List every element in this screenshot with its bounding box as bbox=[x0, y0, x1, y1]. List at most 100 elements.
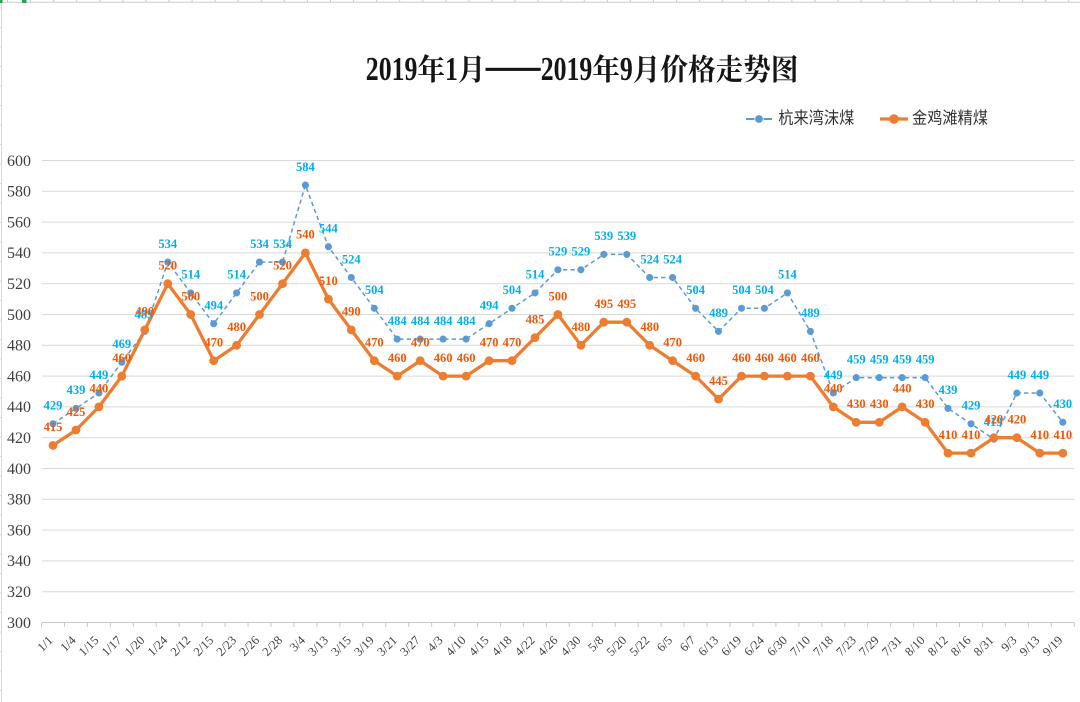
svg-text:484: 484 bbox=[411, 314, 431, 328]
svg-text:484: 484 bbox=[388, 314, 408, 328]
svg-text:460: 460 bbox=[686, 351, 705, 365]
svg-text:439: 439 bbox=[939, 383, 958, 397]
svg-text:480: 480 bbox=[572, 320, 591, 334]
svg-text:529: 529 bbox=[549, 245, 568, 259]
svg-text:584: 584 bbox=[296, 160, 316, 174]
svg-text:524: 524 bbox=[640, 252, 660, 266]
svg-text:490: 490 bbox=[342, 305, 361, 319]
svg-text:9: 9 bbox=[620, 50, 633, 88]
svg-text:459: 459 bbox=[893, 352, 912, 366]
svg-text:485: 485 bbox=[526, 312, 545, 326]
svg-text:514: 514 bbox=[526, 268, 546, 282]
svg-text:449: 449 bbox=[1030, 368, 1049, 382]
svg-text:524: 524 bbox=[663, 252, 683, 266]
svg-text:494: 494 bbox=[480, 299, 500, 313]
svg-text:420: 420 bbox=[985, 413, 1004, 427]
svg-text:504: 504 bbox=[686, 283, 706, 297]
svg-text:410: 410 bbox=[1030, 428, 1049, 442]
svg-text:430: 430 bbox=[870, 397, 889, 411]
svg-text:470: 470 bbox=[365, 336, 384, 350]
svg-text:410: 410 bbox=[1053, 428, 1072, 442]
svg-text:470: 470 bbox=[411, 336, 430, 350]
svg-text:494: 494 bbox=[204, 299, 224, 313]
svg-text:524: 524 bbox=[342, 252, 362, 266]
svg-text:504: 504 bbox=[365, 283, 385, 297]
svg-text:480: 480 bbox=[227, 320, 246, 334]
svg-text:449: 449 bbox=[1008, 368, 1027, 382]
svg-text:459: 459 bbox=[847, 352, 866, 366]
svg-text:500: 500 bbox=[181, 289, 200, 303]
svg-text:460: 460 bbox=[732, 351, 751, 365]
svg-text:580: 580 bbox=[7, 184, 31, 201]
svg-text:460: 460 bbox=[112, 351, 131, 365]
svg-text:449: 449 bbox=[824, 368, 843, 382]
svg-text:2019: 2019 bbox=[366, 50, 418, 88]
svg-text:440: 440 bbox=[893, 382, 912, 396]
svg-text:510: 510 bbox=[319, 274, 338, 288]
svg-text:560: 560 bbox=[7, 214, 31, 231]
svg-text:500: 500 bbox=[250, 289, 269, 303]
svg-text:430: 430 bbox=[1053, 397, 1072, 411]
svg-text:460: 460 bbox=[755, 351, 774, 365]
svg-text:489: 489 bbox=[801, 306, 820, 320]
svg-text:534: 534 bbox=[158, 237, 178, 251]
svg-text:544: 544 bbox=[319, 222, 339, 236]
svg-text:410: 410 bbox=[962, 428, 981, 442]
svg-text:514: 514 bbox=[181, 268, 201, 282]
svg-text:380: 380 bbox=[7, 492, 31, 509]
svg-text:529: 529 bbox=[572, 245, 591, 259]
svg-text:459: 459 bbox=[916, 352, 935, 366]
svg-text:540: 540 bbox=[296, 228, 315, 242]
svg-text:460: 460 bbox=[7, 368, 31, 385]
svg-text:440: 440 bbox=[824, 382, 843, 396]
svg-text:514: 514 bbox=[227, 268, 247, 282]
svg-text:534: 534 bbox=[273, 237, 293, 251]
svg-text:460: 460 bbox=[457, 351, 476, 365]
svg-text:539: 539 bbox=[617, 229, 636, 243]
svg-text:460: 460 bbox=[388, 351, 407, 365]
svg-text:514: 514 bbox=[778, 268, 798, 282]
svg-text:2019: 2019 bbox=[541, 50, 593, 88]
svg-text:429: 429 bbox=[962, 399, 981, 413]
svg-text:460: 460 bbox=[801, 351, 820, 365]
svg-text:484: 484 bbox=[434, 314, 454, 328]
svg-text:469: 469 bbox=[112, 337, 131, 351]
svg-text:480: 480 bbox=[7, 338, 31, 355]
svg-text:440: 440 bbox=[7, 399, 31, 416]
svg-text:489: 489 bbox=[135, 307, 154, 321]
svg-text:1: 1 bbox=[445, 50, 458, 88]
svg-text:439: 439 bbox=[67, 383, 86, 397]
svg-text:445: 445 bbox=[709, 374, 728, 388]
svg-text:300: 300 bbox=[7, 615, 31, 632]
svg-text:520: 520 bbox=[7, 276, 31, 293]
svg-text:415: 415 bbox=[44, 420, 63, 434]
svg-text:490: 490 bbox=[135, 305, 154, 319]
svg-text:489: 489 bbox=[709, 306, 728, 320]
svg-text:539: 539 bbox=[594, 229, 613, 243]
svg-text:459: 459 bbox=[870, 352, 889, 366]
svg-text:460: 460 bbox=[434, 351, 453, 365]
svg-text:320: 320 bbox=[7, 584, 31, 601]
svg-text:460: 460 bbox=[778, 351, 797, 365]
svg-text:430: 430 bbox=[916, 397, 935, 411]
svg-text:484: 484 bbox=[457, 314, 477, 328]
svg-text:340: 340 bbox=[7, 553, 31, 570]
svg-text:495: 495 bbox=[594, 297, 613, 311]
svg-text:400: 400 bbox=[7, 461, 31, 478]
svg-text:440: 440 bbox=[90, 382, 109, 396]
svg-text:504: 504 bbox=[732, 283, 752, 297]
svg-text:430: 430 bbox=[847, 397, 866, 411]
svg-text:470: 470 bbox=[480, 336, 499, 350]
svg-text:425: 425 bbox=[67, 405, 86, 419]
svg-text:420: 420 bbox=[1008, 413, 1027, 427]
svg-text:470: 470 bbox=[204, 336, 223, 350]
svg-text:429: 429 bbox=[44, 399, 63, 413]
svg-text:520: 520 bbox=[158, 259, 177, 273]
svg-text:419: 419 bbox=[984, 415, 1003, 429]
svg-text:534: 534 bbox=[250, 237, 270, 251]
svg-text:500: 500 bbox=[549, 289, 568, 303]
svg-text:410: 410 bbox=[939, 428, 958, 442]
svg-text:470: 470 bbox=[663, 336, 682, 350]
svg-text:504: 504 bbox=[755, 283, 775, 297]
svg-text:600: 600 bbox=[7, 153, 31, 170]
